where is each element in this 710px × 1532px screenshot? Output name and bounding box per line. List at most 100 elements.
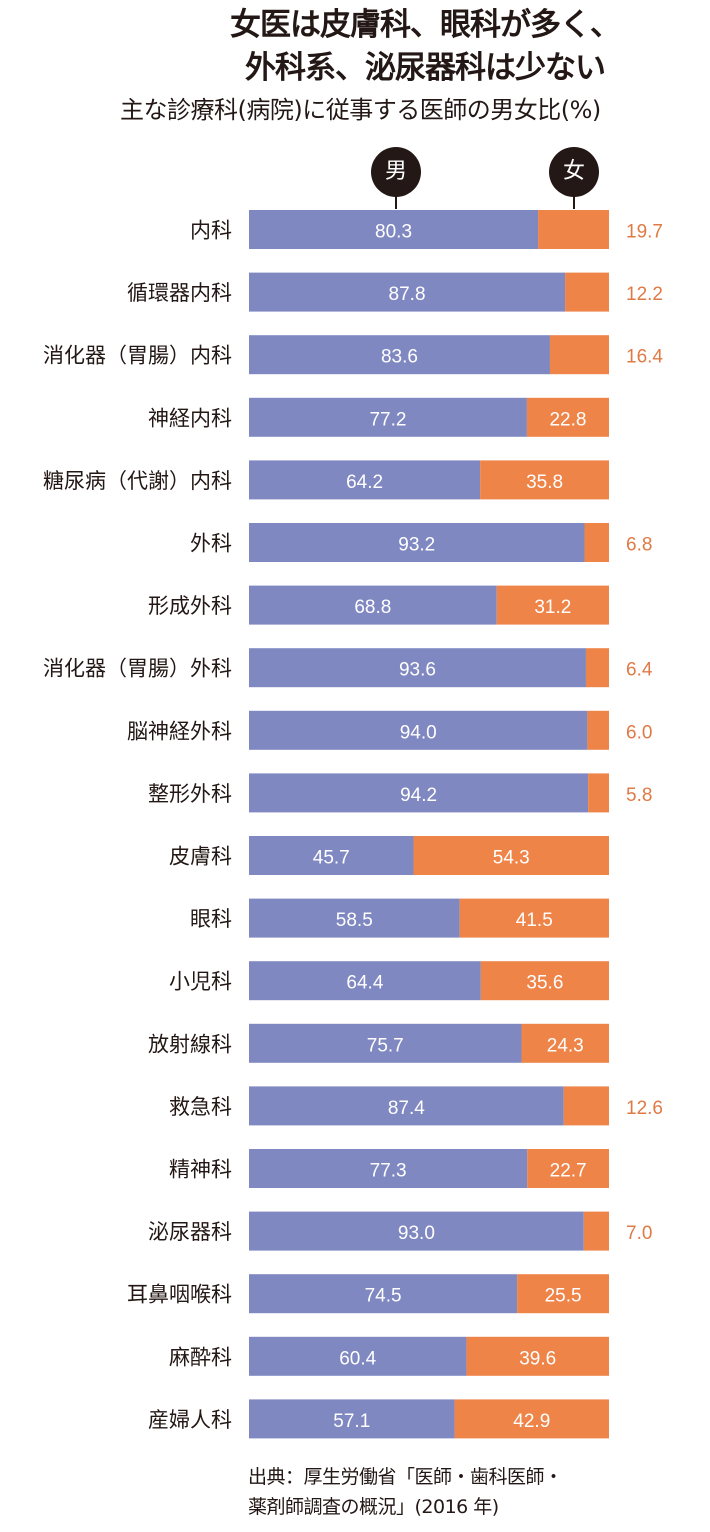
value-label-female: 12.2 xyxy=(626,284,663,305)
value-label-male: 64.2 xyxy=(346,472,383,493)
bar-male xyxy=(249,648,586,688)
category-label: 形成外科 xyxy=(148,594,232,618)
value-label-female: 41.5 xyxy=(516,910,553,931)
category-label: 眼科 xyxy=(190,907,232,931)
category-label: 精神科 xyxy=(169,1158,232,1182)
bar-male xyxy=(249,460,481,500)
category-label: 放射線科 xyxy=(148,1032,232,1056)
value-label-female: 42.9 xyxy=(513,1411,550,1432)
category-label: 循環器内科 xyxy=(127,281,232,305)
bar-male xyxy=(249,836,414,875)
value-label-female: 19.7 xyxy=(626,222,663,243)
value-label-male: 93.6 xyxy=(399,660,436,681)
value-label-female: 24.3 xyxy=(547,1035,584,1056)
bar-female xyxy=(583,1211,609,1251)
bar-female xyxy=(585,648,609,688)
bar-female xyxy=(496,585,609,625)
category-label: 泌尿器科 xyxy=(148,1220,232,1244)
bar-female xyxy=(527,1149,609,1188)
source-note: 出典：厚生労働省「医師・歯科医師・ 薬剤師調査の概況」(2016 年) xyxy=(248,1462,563,1522)
value-label-male: 64.4 xyxy=(346,973,383,994)
value-label-female: 12.6 xyxy=(626,1098,663,1119)
bar-female xyxy=(480,961,609,1001)
bar-female xyxy=(521,1023,609,1063)
value-label-female: 35.8 xyxy=(526,472,563,493)
value-label-male: 93.0 xyxy=(398,1223,435,1244)
bar-female xyxy=(413,836,609,875)
value-label-male: 80.3 xyxy=(375,222,412,243)
value-label-female: 54.3 xyxy=(493,848,530,869)
bar-female xyxy=(565,272,609,312)
category-label: 小児科 xyxy=(169,970,232,994)
value-label-female: 25.5 xyxy=(545,1286,582,1307)
category-label: 耳鼻咽喉科 xyxy=(127,1283,232,1307)
value-label-female: 6.4 xyxy=(626,660,653,681)
value-label-male: 94.0 xyxy=(400,722,437,743)
category-label: 皮膚科 xyxy=(169,845,232,869)
value-label-female: 5.8 xyxy=(626,785,652,806)
bar-male xyxy=(249,1149,528,1188)
legend-female-marker: 女 xyxy=(549,147,599,197)
legend-male-marker: 男 xyxy=(371,147,421,197)
value-label-female: 22.8 xyxy=(549,409,586,430)
category-label: 外科 xyxy=(190,532,232,556)
chart-title-line-1: 女医は皮膚科、眼科が多く、 xyxy=(230,7,621,43)
bar-female xyxy=(480,460,609,500)
value-label-male: 60.4 xyxy=(339,1348,376,1369)
value-label-male: 87.8 xyxy=(389,284,426,305)
bar-female xyxy=(466,1336,609,1376)
bar-female xyxy=(459,898,609,938)
category-label: 消化器（胃腸）内科 xyxy=(43,344,232,368)
category-label: 消化器（胃腸）外科 xyxy=(43,657,232,681)
bar-male xyxy=(249,773,589,813)
value-label-male: 45.7 xyxy=(313,848,350,869)
bar-male xyxy=(249,1274,518,1314)
bar-male xyxy=(249,1211,584,1251)
value-label-female: 35.6 xyxy=(526,973,563,994)
bar-female xyxy=(454,1399,609,1439)
bar-male xyxy=(249,1086,564,1126)
category-label: 糖尿病（代謝）内科 xyxy=(43,469,232,493)
value-label-female: 6.8 xyxy=(626,535,652,556)
value-label-male: 68.8 xyxy=(354,597,391,618)
legend-male-connector xyxy=(395,195,397,209)
chart-title: 女医は皮膚科、眼科が多く、 外科系、泌尿器科は少ない xyxy=(0,4,710,90)
bar-male xyxy=(249,397,527,437)
bar-female xyxy=(538,210,609,249)
bar-male xyxy=(249,523,585,562)
category-label: 救急科 xyxy=(169,1095,232,1119)
value-label-male: 94.2 xyxy=(400,785,437,806)
value-label-male: 93.2 xyxy=(398,535,435,556)
value-label-male: 75.7 xyxy=(367,1035,404,1056)
value-label-female: 39.6 xyxy=(519,1348,556,1369)
bar-female xyxy=(517,1274,609,1314)
value-label-female: 6.0 xyxy=(626,722,652,743)
bar-male xyxy=(249,961,481,1001)
value-label-male: 77.3 xyxy=(370,1161,407,1182)
value-label-female: 22.7 xyxy=(550,1161,587,1182)
bar-male xyxy=(249,710,588,750)
value-label-male: 83.6 xyxy=(381,347,418,368)
source-line-2: 薬剤師調査の概況」(2016 年) xyxy=(248,1496,499,1518)
bar-female xyxy=(563,1086,609,1126)
value-label-female: 7.0 xyxy=(626,1223,652,1244)
chart-title-line-2: 外科系、泌尿器科は少ない xyxy=(245,50,606,86)
bar-male xyxy=(249,898,460,938)
value-label-male: 87.4 xyxy=(388,1098,425,1119)
bar-female xyxy=(588,773,609,813)
bar-male xyxy=(249,1336,467,1376)
bar-female xyxy=(526,397,609,437)
bar-female xyxy=(587,710,609,750)
source-line-1: 出典：厚生労働省「医師・歯科医師・ xyxy=(248,1466,563,1488)
bar-male xyxy=(249,585,497,625)
value-label-female: 16.4 xyxy=(626,347,663,368)
value-label-male: 74.5 xyxy=(365,1286,402,1307)
bar-male xyxy=(249,1023,522,1063)
category-label: 麻酔科 xyxy=(169,1345,232,1369)
value-label-male: 57.1 xyxy=(333,1411,370,1432)
bar-male xyxy=(249,1399,455,1439)
bar-male xyxy=(249,272,566,312)
value-label-male: 77.2 xyxy=(369,409,406,430)
category-label: 脳神経外科 xyxy=(127,719,232,743)
